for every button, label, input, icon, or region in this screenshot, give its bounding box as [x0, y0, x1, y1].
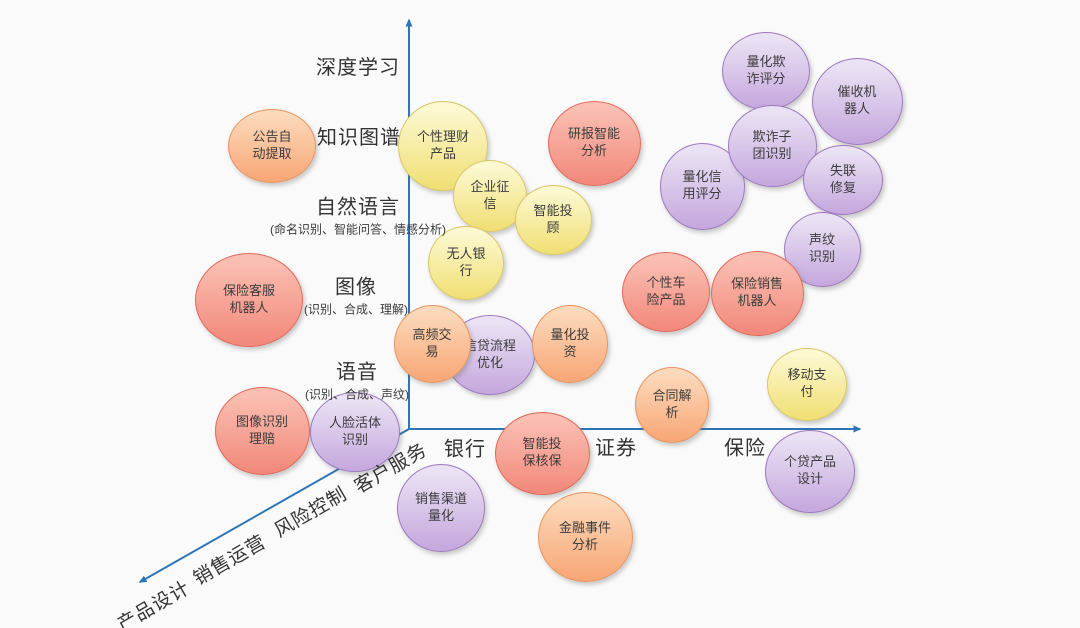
industry-label-banking: 银行 [444, 438, 486, 461]
tech-label-nlp: 自然语言 (命名识别、智能问答、情感分析) [270, 191, 446, 238]
bubble-label: 失联 修复 [829, 163, 856, 195]
tech-label-subtext: (识别、合成、理解) [304, 302, 408, 317]
bubble-label: 移动支 付 [787, 367, 827, 399]
bubble-label: 无人银 行 [446, 246, 486, 278]
bubble-quantitative-investment: 量化投 资 [532, 305, 608, 383]
bubble-label: 金融事件 分析 [558, 520, 611, 552]
tech-label-text: 知识图谱 [317, 127, 401, 149]
bubble-label: 企业征 信 [470, 179, 510, 211]
bubble-quantitative-fraud-scoring: 量化欺 诈评分 [722, 32, 810, 110]
bubble-label: 个贷产品 设计 [783, 454, 836, 486]
tech-label-deep-learning: 深度学习 [316, 51, 400, 81]
bubble-mobile-payment: 移动支 付 [767, 347, 847, 421]
bubble-insurance-service-robot: 保险客服 机器人 [195, 253, 303, 347]
industry-label-securities: 证券 [595, 437, 637, 460]
bubble-label: 销售渠道 量化 [414, 491, 467, 523]
bubble-unmanned-bank: 无人银 行 [428, 226, 504, 300]
industry-label-insurance: 保险 [724, 437, 766, 460]
bubble-research-report-analysis: 研报智能 分析 [547, 100, 641, 186]
bubble-fraud-ring-detection: 欺诈子 团识别 [727, 105, 817, 187]
bubble-lost-contact-repair: 失联 修复 [803, 145, 883, 215]
bubble-label: 智能投 顾 [533, 203, 573, 235]
bubble-label: 保险客服 机器人 [222, 283, 275, 315]
tech-label-image: 图像 (识别、合成、理解) [304, 271, 408, 318]
tech-label-text: 深度学习 [316, 57, 400, 79]
tech-label-subtext: (识别、合成、声纹) [305, 387, 409, 402]
bubble-robo-advisor: 智能投 顾 [514, 185, 592, 255]
tech-label-text: 自然语言 [316, 196, 400, 219]
bubble-image-recognition-claims: 图像识别 理赔 [214, 387, 310, 475]
bubble-contract-parsing: 合同解 析 [635, 367, 709, 443]
bubble-personalized-auto-insurance: 个性车 险产品 [622, 252, 710, 332]
bubble-face-liveness-detection: 人脸活体 识别 [310, 392, 400, 472]
bubble-label: 欺诈子 团识别 [752, 129, 792, 161]
bubble-smart-underwriting: 智能投 保核保 [494, 411, 590, 495]
bubble-label: 催收机 器人 [837, 84, 877, 116]
tech-label-text: 图像 [335, 276, 377, 299]
bubble-label: 保险销售 机器人 [730, 276, 783, 308]
tech-label-knowledge-graph: 知识图谱 [317, 121, 401, 151]
tech-label-text: 语音 [336, 361, 378, 384]
bubble-label: 个性车 险产品 [646, 275, 686, 307]
bubble-label: 合同解 析 [652, 388, 692, 420]
tech-label-speech: 语音 (识别、合成、声纹) [305, 356, 409, 403]
bubble-label: 研报智能 分析 [567, 126, 620, 158]
bubble-announcement-auto-extraction: 公告自 动提取 [228, 109, 316, 183]
bubble-high-frequency-trading: 高频交 易 [393, 305, 471, 383]
bubble-sales-channel-quantification: 销售渠道 量化 [397, 464, 485, 552]
bubble-personal-loan-product-design: 个贷产品 设计 [765, 429, 855, 513]
bubble-collection-robot: 催收机 器人 [811, 57, 903, 145]
bubble-label: 个性理财 产品 [416, 129, 469, 161]
bubble-label: 量化欺 诈评分 [746, 54, 786, 86]
bubble-label: 公告自 动提取 [252, 129, 292, 161]
bubble-label: 智能投 保核保 [522, 436, 562, 468]
bubble-label: 高频交 易 [412, 327, 452, 359]
bubble-label: 量化信 用评分 [682, 169, 722, 201]
tech-label-subtext: (命名识别、智能问答、情感分析) [270, 222, 446, 237]
bubble-label: 声纹 识别 [808, 232, 835, 264]
bubble-insurance-sales-robot: 保险销售 机器人 [710, 250, 804, 336]
bubble-label: 信贷流程 优化 [463, 338, 516, 370]
bubble-label: 图像识别 理赔 [235, 414, 288, 446]
bubble-label: 人脸活体 识别 [328, 415, 381, 447]
bubble-financial-event-analysis: 金融事件 分析 [537, 492, 633, 582]
bubble-label: 量化投 资 [550, 327, 590, 359]
